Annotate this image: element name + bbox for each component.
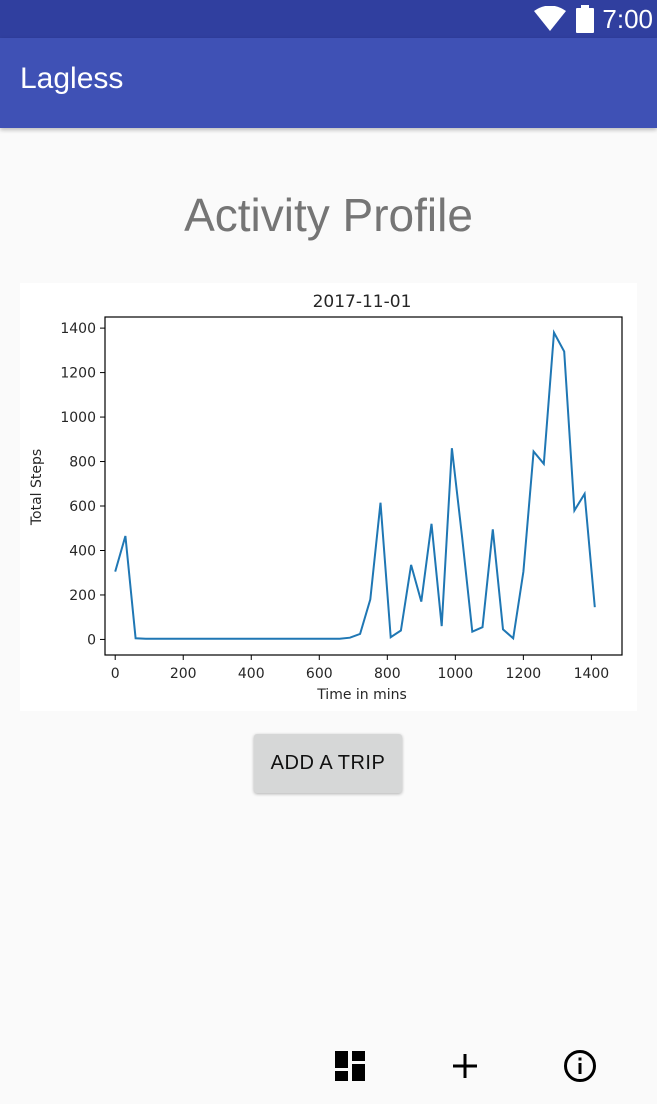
y-tick-label: 600	[69, 499, 96, 515]
app-title: Lagless	[20, 62, 124, 95]
app-bar: Lagless	[0, 38, 657, 128]
info-icon	[564, 1050, 596, 1082]
plot-frame	[104, 316, 623, 656]
y-tick-label: 1200	[60, 366, 96, 382]
add-icon	[453, 1054, 477, 1078]
bottom-nav	[0, 1030, 657, 1104]
status-bar: 7:00	[0, 0, 657, 38]
activity-chart: 2017-11-01 Time in mins Total Steps 0 200…	[20, 283, 637, 711]
x-tick-label: 200	[170, 666, 197, 682]
add-trip-button[interactable]: ADD A TRIP	[254, 734, 402, 793]
y-tick-label: 1400	[60, 321, 96, 337]
steps-series-line	[114, 329, 596, 641]
x-axis-label: Time in mins	[316, 687, 407, 703]
add-button[interactable]	[443, 1044, 487, 1088]
x-tick-label: 800	[374, 666, 401, 682]
status-icons: 7:00	[534, 0, 653, 38]
status-time: 7:00	[602, 3, 653, 34]
x-tick-label: 1000	[438, 666, 474, 682]
info-button[interactable]	[558, 1044, 602, 1088]
y-tick-label: 200	[69, 588, 96, 604]
y-tick-label: 400	[69, 543, 96, 559]
x-tick-label: 400	[238, 666, 265, 682]
axis-ticks: 0 200 400 600 800 1000 1200 1400 0 200 400 600 800 10…	[60, 321, 609, 682]
x-tick-label: 1200	[506, 666, 542, 682]
chart-title: 2017-11-01	[313, 292, 412, 312]
dashboard-icon	[335, 1051, 365, 1081]
battery-icon	[576, 5, 595, 33]
y-axis-label: Total Steps	[29, 449, 45, 526]
x-tick-label: 0	[111, 666, 120, 682]
wifi-icon	[534, 6, 567, 31]
x-tick-label: 1400	[574, 666, 610, 682]
y-tick-label: 0	[87, 632, 96, 648]
y-tick-label: 1000	[60, 410, 96, 426]
x-tick-label: 600	[306, 666, 333, 682]
y-tick-label: 800	[69, 455, 96, 471]
activity-chart-svg: 2017-11-01 Time in mins Total Steps 0 200…	[29, 292, 623, 703]
page-title: Activity Profile	[184, 189, 473, 241]
dashboard-button[interactable]	[328, 1044, 372, 1088]
